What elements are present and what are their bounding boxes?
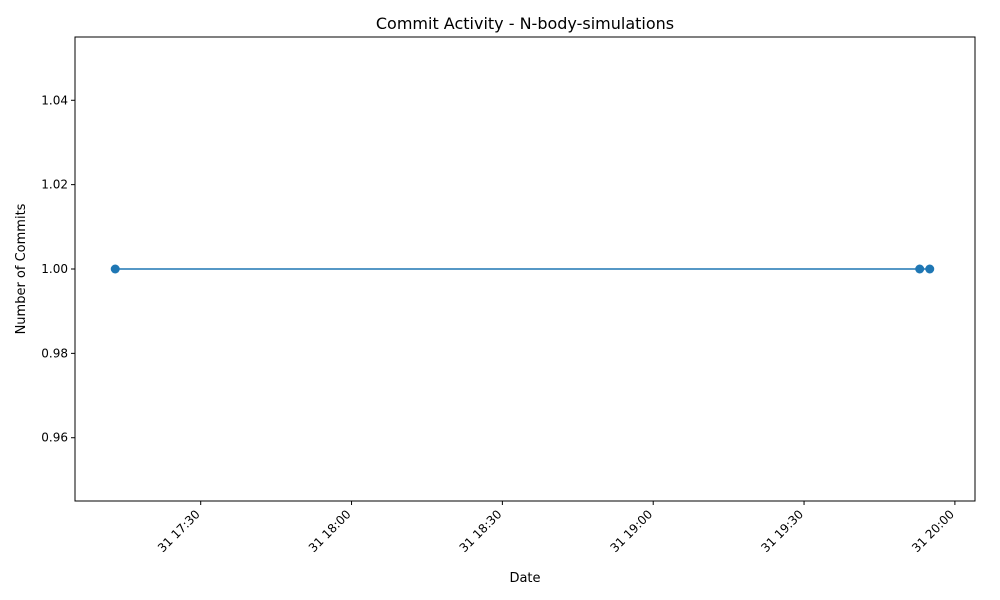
commit-data-point: [925, 264, 935, 274]
y-tick-label: 0.96: [41, 431, 68, 445]
x-tick-label: 31 19:00: [607, 507, 655, 555]
y-tick-label: 0.98: [41, 346, 68, 360]
x-tick-label: 31 18:30: [457, 507, 505, 555]
chart-title: Commit Activity - N-body-simulations: [376, 14, 674, 33]
commit-data-point: [915, 264, 925, 274]
y-tick-label: 1.04: [41, 93, 68, 107]
x-tick-label: 31 20:00: [909, 507, 957, 555]
commits-series-points: [110, 264, 935, 274]
x-axis-label: Date: [509, 571, 540, 586]
x-tick-label: 31 18:00: [306, 507, 354, 555]
y-axis: 0.96 0.98 1.00 1.02 1.04: [41, 93, 75, 445]
x-tick-label: 31 17:30: [155, 507, 203, 555]
y-tick-label: 1.00: [41, 262, 68, 276]
y-axis-label: Number of Commits: [14, 203, 29, 334]
x-tick-label: 31 19:30: [758, 507, 806, 555]
commit-data-point: [110, 264, 120, 274]
y-tick-label: 1.02: [41, 178, 68, 192]
x-axis: 31 17:30 31 18:00 31 18:30 31 19:00 31 19:30…: [155, 501, 957, 555]
